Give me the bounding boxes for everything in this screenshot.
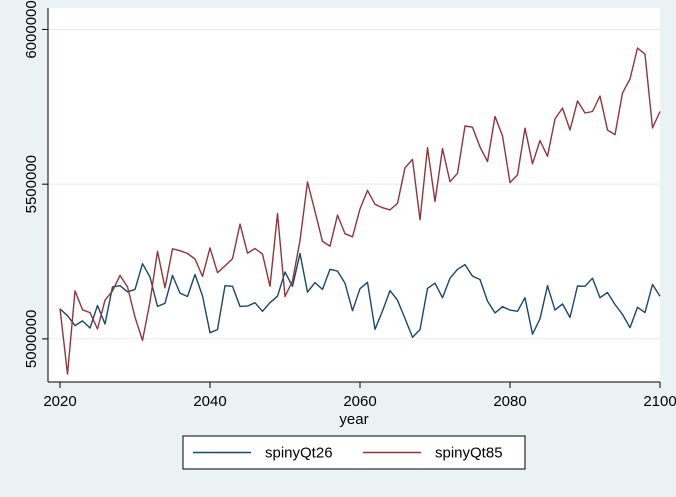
- y-tick-label: 5500000: [23, 155, 40, 213]
- legend-label: spinyQt26: [265, 445, 333, 462]
- axes: 2020 2040 2060 2080 2100 5000000 5500000 600000…: [23, 0, 676, 410]
- x-tick-label: 2060: [343, 393, 376, 410]
- legend-label: spinyQt85: [435, 445, 503, 462]
- legend: spinyQt26 spinyQt85: [182, 435, 526, 470]
- x-tick-label: 2100: [643, 393, 676, 410]
- y-tick-label: 5000000: [23, 310, 40, 368]
- series-line-spinyQt26: [59, 252, 661, 338]
- x-tick-label: 2020: [43, 393, 76, 410]
- gridlines: [48, 28, 660, 340]
- x-tick-label: 2040: [193, 393, 226, 410]
- x-tick-label: 2080: [493, 393, 526, 410]
- series-line-spinyQt85: [59, 47, 661, 375]
- plot-background: [48, 8, 660, 382]
- x-axis-label: year: [339, 411, 368, 428]
- series-lines: [59, 47, 661, 375]
- y-tick-label: 6000000: [23, 0, 40, 58]
